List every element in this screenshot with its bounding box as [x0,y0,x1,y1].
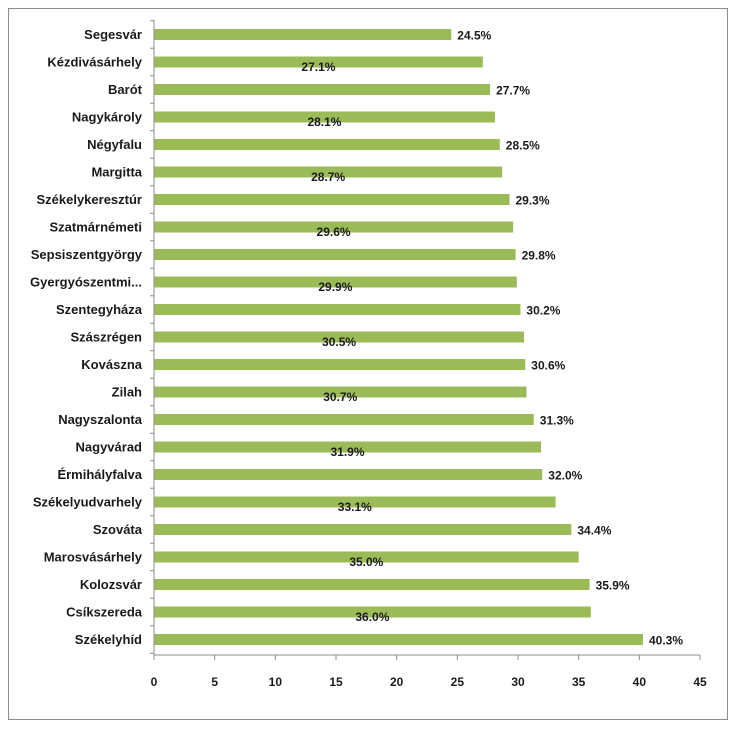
bar [154,221,514,233]
bar [154,84,491,95]
x-tick-label: 10 [269,675,283,689]
category-label: Négyfalu [87,137,142,152]
category-label: Nagyszalonta [58,412,143,427]
data-label: 35.0% [349,555,383,569]
category-label: Marosvásárhely [44,550,143,565]
category-label: Kovászna [81,357,142,372]
data-label: 28.1% [307,115,341,129]
data-label: 33.1% [338,500,372,514]
data-label: 32.0% [548,469,582,483]
x-tick-label: 0 [151,675,158,689]
category-label: Csíkszereda [66,605,143,620]
x-tick-label: 20 [390,675,404,689]
bar [154,249,516,260]
data-label: 28.5% [506,139,540,153]
data-label: 34.4% [577,524,611,538]
bar [154,414,534,425]
bar [154,386,527,398]
category-label: Székelykeresztúr [36,192,142,207]
bar [154,606,591,618]
category-label: Érmihályfalva [57,467,142,482]
data-label: 30.5% [322,335,356,349]
bar [154,524,572,535]
bar [154,551,579,563]
category-label: Nagykároly [72,110,143,125]
data-label: 29.8% [522,249,556,263]
data-label: 27.7% [496,84,530,98]
data-label: 30.6% [531,359,565,373]
x-tick-label: 30 [511,675,525,689]
category-label: Gyergyószentmi... [30,275,142,290]
x-tick-label: 15 [329,675,343,689]
chart-frame [8,8,728,720]
category-label: Kolozsvár [80,577,142,592]
x-tick-label: 45 [693,675,707,689]
category-label: Sepsiszentgyörgy [31,247,143,262]
category-label: Szentegyháza [56,302,143,317]
bar [154,634,643,645]
category-label: Szatmárnémeti [50,220,142,235]
data-label: 36.0% [355,610,389,624]
category-label: Székelyhíd [75,632,142,647]
category-label: Segesvár [84,27,142,42]
data-label: 29.3% [516,194,550,208]
x-tick-label: 40 [633,675,647,689]
data-label: 40.3% [649,634,683,648]
bar [154,331,525,343]
bar [154,166,503,178]
category-label: Nagyvárad [76,440,143,455]
data-label: 31.9% [331,445,365,459]
bar [154,194,510,205]
x-tick-label: 5 [211,675,218,689]
bar [154,276,517,288]
bar [154,469,543,480]
data-label: 30.2% [526,304,560,318]
data-label: 30.7% [323,390,357,404]
data-label: 24.5% [457,29,491,43]
bar [154,29,452,40]
data-label: 29.9% [318,280,352,294]
bar [154,111,495,123]
data-label: 27.1% [301,60,335,74]
data-label: 28.7% [311,170,345,184]
data-label: 35.9% [596,579,630,593]
category-label: Kézdivásárhely [47,55,142,70]
bar [154,139,500,150]
bar [154,496,556,508]
category-label: Zilah [112,385,142,400]
bar [154,304,521,315]
bar [154,359,526,370]
bar [154,56,483,68]
category-label: Barót [108,82,143,97]
bar [154,441,542,453]
category-label: Margitta [91,165,142,180]
category-label: Székelyudvarhely [33,495,143,510]
category-label: Szováta [93,522,143,537]
bar [154,579,590,590]
data-label: 31.3% [540,414,574,428]
category-label: Szászrégen [70,330,142,345]
x-tick-label: 35 [572,675,586,689]
x-tick-label: 25 [451,675,465,689]
data-label: 29.6% [317,225,351,239]
